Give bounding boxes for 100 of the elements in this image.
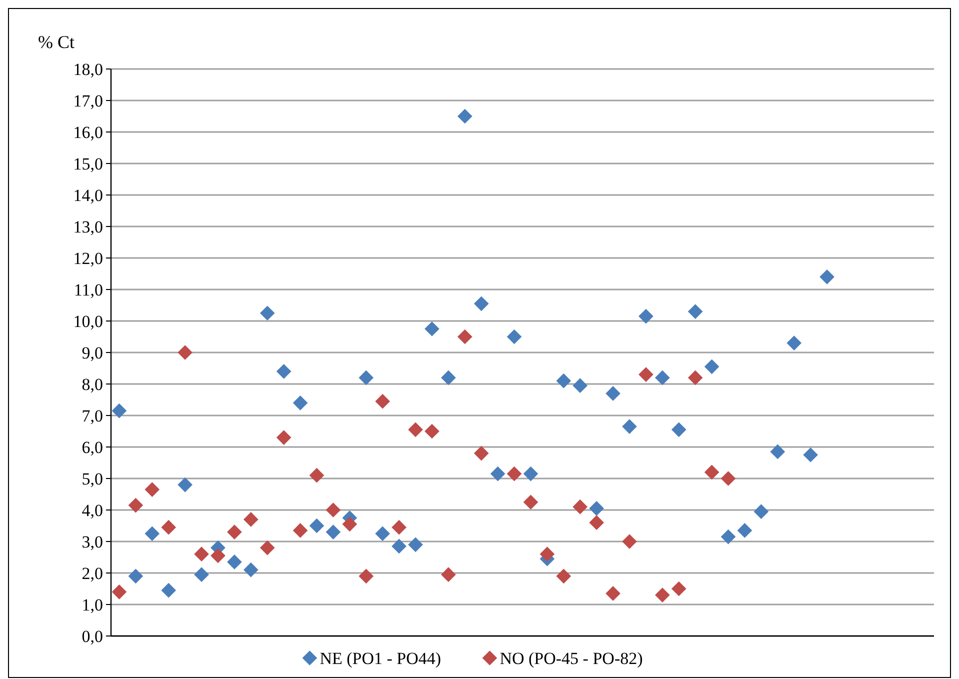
y-tick-label: 5,0 bbox=[82, 469, 103, 488]
y-axis-title: % Ct bbox=[38, 32, 75, 52]
point bbox=[260, 306, 275, 321]
point bbox=[622, 419, 637, 434]
point bbox=[408, 422, 423, 438]
y-tick-label: 12,0 bbox=[73, 248, 103, 268]
point bbox=[441, 567, 456, 582]
point bbox=[326, 502, 341, 518]
point bbox=[523, 494, 538, 510]
point bbox=[194, 546, 209, 562]
point bbox=[506, 329, 522, 344]
point bbox=[408, 537, 423, 552]
point bbox=[194, 567, 209, 582]
point bbox=[441, 370, 456, 386]
point bbox=[720, 529, 736, 544]
y-tick-label: 1,0 bbox=[82, 595, 103, 614]
legend-label: NE (PO1 - PO44) bbox=[320, 648, 442, 668]
point bbox=[260, 540, 275, 556]
legend-label: NO (PO-45 - PO-82) bbox=[500, 648, 643, 668]
point bbox=[144, 482, 160, 497]
point bbox=[309, 518, 324, 534]
y-tick-label: 14,0 bbox=[73, 186, 103, 205]
point bbox=[654, 370, 670, 386]
point bbox=[128, 498, 144, 513]
point bbox=[178, 477, 192, 492]
point bbox=[292, 395, 308, 410]
point bbox=[606, 586, 620, 601]
point bbox=[326, 524, 341, 540]
point bbox=[292, 523, 308, 538]
point bbox=[720, 471, 736, 486]
y-tick-label: 17,0 bbox=[73, 91, 103, 110]
point bbox=[638, 367, 654, 382]
point bbox=[424, 424, 440, 439]
y-tick-label: 16,0 bbox=[73, 122, 103, 142]
point bbox=[754, 504, 769, 519]
point bbox=[540, 546, 555, 562]
point bbox=[375, 526, 390, 542]
point bbox=[457, 329, 472, 344]
point bbox=[243, 562, 258, 578]
point bbox=[638, 308, 654, 324]
point bbox=[309, 468, 324, 483]
point bbox=[392, 520, 406, 535]
point bbox=[654, 588, 670, 602]
point bbox=[523, 466, 538, 482]
point bbox=[474, 446, 489, 461]
y-tick-label: 2,0 bbox=[82, 564, 103, 583]
point bbox=[210, 548, 226, 564]
point bbox=[457, 108, 472, 124]
point bbox=[688, 304, 703, 319]
point bbox=[424, 321, 440, 336]
y-tick-label: 11,0 bbox=[74, 280, 103, 300]
point bbox=[786, 336, 802, 350]
point bbox=[589, 501, 604, 516]
point bbox=[392, 538, 406, 554]
y-tick-label: 13,0 bbox=[73, 217, 103, 236]
point bbox=[606, 386, 620, 401]
point bbox=[243, 512, 258, 527]
point bbox=[556, 568, 572, 584]
point bbox=[227, 554, 242, 570]
point bbox=[375, 394, 390, 409]
point bbox=[704, 464, 720, 480]
point bbox=[506, 466, 522, 482]
y-tick-label: 4,0 bbox=[82, 500, 103, 520]
point bbox=[490, 466, 506, 482]
point bbox=[276, 430, 292, 445]
point bbox=[770, 444, 786, 460]
point bbox=[144, 526, 160, 542]
point bbox=[572, 378, 588, 393]
point bbox=[671, 422, 686, 438]
point bbox=[358, 568, 374, 584]
point bbox=[820, 269, 834, 284]
point bbox=[342, 516, 358, 532]
y-tick-label: 10,0 bbox=[73, 312, 103, 331]
point bbox=[737, 523, 752, 538]
y-tick-label: 15,0 bbox=[73, 154, 103, 174]
y-tick-label: 7,0 bbox=[82, 406, 103, 426]
y-tick-label: 3,0 bbox=[82, 532, 103, 552]
point bbox=[622, 534, 637, 549]
point bbox=[358, 370, 374, 386]
point bbox=[688, 370, 703, 386]
y-tick-label: 6,0 bbox=[82, 438, 103, 457]
point bbox=[556, 373, 572, 388]
y-tick-label: 9,0 bbox=[82, 343, 103, 362]
point bbox=[276, 364, 292, 379]
point bbox=[474, 296, 489, 312]
point bbox=[128, 568, 144, 584]
y-tick-label: 0,0 bbox=[82, 626, 103, 646]
point bbox=[803, 447, 818, 462]
point bbox=[671, 581, 686, 596]
point bbox=[112, 584, 127, 600]
y-tick-label: 8,0 bbox=[82, 374, 103, 394]
point bbox=[112, 403, 127, 418]
y-tick-label: 18,0 bbox=[73, 60, 103, 79]
point bbox=[589, 515, 604, 530]
point bbox=[572, 499, 588, 514]
point bbox=[161, 520, 176, 535]
point bbox=[161, 582, 176, 598]
point bbox=[178, 345, 192, 360]
point bbox=[227, 524, 242, 540]
point bbox=[704, 359, 720, 374]
